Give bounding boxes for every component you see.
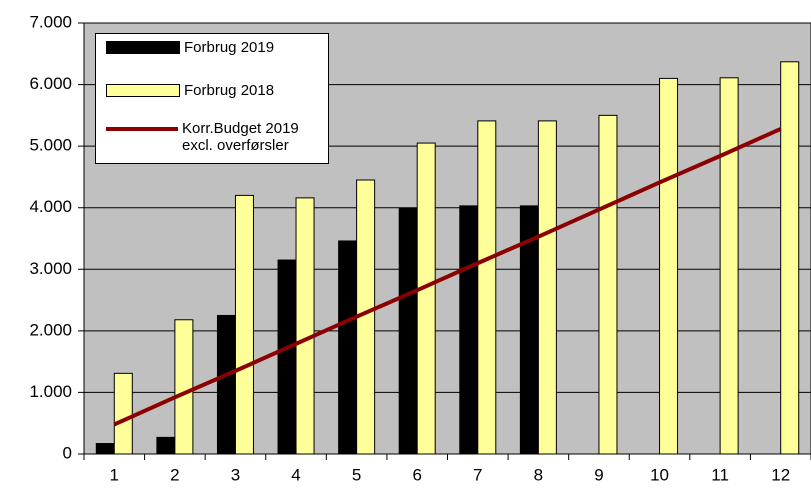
legend-item: Korr.Budget 2019 excl. overførsler xyxy=(106,120,299,154)
bar xyxy=(277,259,297,455)
bar xyxy=(338,240,358,455)
y-tick-label: 2.000 xyxy=(29,320,72,339)
x-tick-label: 3 xyxy=(231,465,240,484)
bar xyxy=(295,197,315,455)
bar xyxy=(598,114,618,455)
bar xyxy=(174,319,194,455)
x-tick-label: 9 xyxy=(594,465,603,484)
legend-swatch xyxy=(106,84,180,97)
bar xyxy=(156,436,176,455)
bar xyxy=(659,77,679,455)
x-tick-label: 1 xyxy=(110,465,119,484)
x-tick-label: 6 xyxy=(412,465,421,484)
x-tick-label: 7 xyxy=(473,465,482,484)
y-tick-label: 6.000 xyxy=(29,74,72,93)
y-tick-label: 5.000 xyxy=(29,136,72,155)
y-tick-label: 3.000 xyxy=(29,259,72,278)
x-tick-label: 11 xyxy=(711,465,729,484)
legend-label: Forbrug 2018 xyxy=(184,82,275,99)
bar xyxy=(459,205,479,455)
bar xyxy=(780,61,800,455)
bar xyxy=(216,314,236,455)
bar xyxy=(719,77,739,455)
x-tick-label: 2 xyxy=(170,465,179,484)
bar xyxy=(537,120,557,455)
budget-line xyxy=(113,127,782,427)
legend: Forbrug 2019 Forbrug 2018 Korr.Budget 2019… xyxy=(95,33,329,164)
legend-item: Forbrug 2019 xyxy=(106,39,274,56)
x-tick-label: 5 xyxy=(352,465,361,484)
legend-swatch xyxy=(106,41,180,54)
y-tick-label: 1.000 xyxy=(29,382,72,401)
legend-swatch xyxy=(106,127,178,131)
y-tick-label: 0 xyxy=(63,443,72,462)
x-tick-label: 4 xyxy=(291,465,300,484)
bar xyxy=(416,142,436,455)
x-tick-label: 8 xyxy=(534,465,543,484)
bar xyxy=(95,443,115,455)
bar xyxy=(477,120,497,455)
bar xyxy=(398,207,418,455)
y-tick-label: 4.000 xyxy=(29,197,72,216)
bar xyxy=(234,194,254,455)
legend-label: Forbrug 2019 xyxy=(184,39,275,56)
y-tick-label: 7.000 xyxy=(29,12,72,31)
x-tick-label: 10 xyxy=(650,465,669,484)
legend-item: Forbrug 2018 xyxy=(106,82,274,99)
bar xyxy=(113,372,133,455)
x-tick-label: 12 xyxy=(771,465,790,484)
legend-label: Korr.Budget 2019 excl. overførsler xyxy=(182,120,299,154)
